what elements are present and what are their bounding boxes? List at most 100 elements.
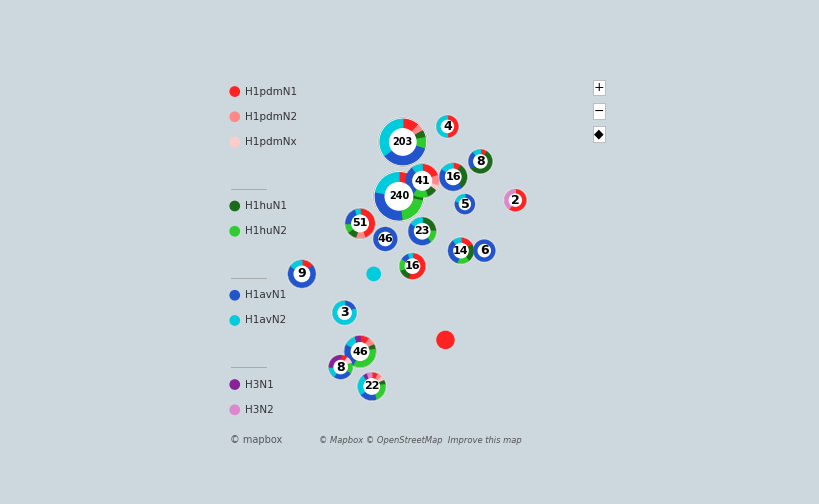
Wedge shape xyxy=(402,119,418,133)
Wedge shape xyxy=(453,238,460,245)
Wedge shape xyxy=(402,255,410,262)
Wedge shape xyxy=(375,192,401,220)
Wedge shape xyxy=(412,194,422,201)
Wedge shape xyxy=(408,254,424,279)
Wedge shape xyxy=(464,245,473,261)
Wedge shape xyxy=(375,173,398,194)
Wedge shape xyxy=(440,169,460,190)
Text: 22: 22 xyxy=(364,382,379,392)
Wedge shape xyxy=(360,209,373,237)
Circle shape xyxy=(344,208,375,239)
Wedge shape xyxy=(344,301,355,310)
Circle shape xyxy=(504,189,526,212)
Circle shape xyxy=(230,316,239,325)
Wedge shape xyxy=(373,228,396,250)
Wedge shape xyxy=(346,223,353,232)
Circle shape xyxy=(357,372,386,401)
Circle shape xyxy=(454,194,474,214)
Text: 3: 3 xyxy=(340,306,348,319)
Wedge shape xyxy=(412,188,427,197)
Circle shape xyxy=(468,149,492,174)
Wedge shape xyxy=(355,231,364,238)
Circle shape xyxy=(230,112,239,121)
Wedge shape xyxy=(411,218,422,227)
Circle shape xyxy=(287,260,316,288)
Text: H1pdmN2: H1pdmN2 xyxy=(245,112,297,122)
Wedge shape xyxy=(346,210,357,223)
Circle shape xyxy=(405,163,439,198)
Wedge shape xyxy=(367,373,371,379)
Wedge shape xyxy=(480,150,486,156)
Wedge shape xyxy=(360,391,375,400)
Wedge shape xyxy=(437,116,447,137)
Text: H1avN1: H1avN1 xyxy=(245,290,286,300)
Wedge shape xyxy=(364,374,369,380)
Wedge shape xyxy=(301,261,312,270)
Text: 16: 16 xyxy=(405,261,420,271)
Wedge shape xyxy=(411,186,422,195)
Wedge shape xyxy=(344,358,351,365)
Wedge shape xyxy=(468,152,476,168)
Circle shape xyxy=(473,239,495,262)
Wedge shape xyxy=(375,375,381,381)
Wedge shape xyxy=(409,223,429,244)
Wedge shape xyxy=(384,146,424,165)
Text: 14: 14 xyxy=(453,245,468,256)
Circle shape xyxy=(412,171,431,190)
Text: 240: 240 xyxy=(388,192,409,201)
Text: ◆: ◆ xyxy=(593,128,603,141)
Wedge shape xyxy=(368,345,374,350)
Wedge shape xyxy=(400,259,406,270)
Wedge shape xyxy=(333,371,350,379)
Text: H3N1: H3N1 xyxy=(245,380,274,390)
Circle shape xyxy=(373,227,397,251)
Text: H1pdmNx: H1pdmNx xyxy=(245,137,296,147)
Circle shape xyxy=(337,306,351,320)
Wedge shape xyxy=(379,119,402,155)
Circle shape xyxy=(459,199,470,210)
Wedge shape xyxy=(473,150,480,156)
Wedge shape xyxy=(505,190,514,209)
Text: 6: 6 xyxy=(479,244,488,257)
Wedge shape xyxy=(377,377,383,383)
Circle shape xyxy=(509,194,521,206)
Wedge shape xyxy=(455,195,464,203)
Text: −: − xyxy=(593,104,604,117)
FancyBboxPatch shape xyxy=(592,127,604,142)
Text: H1huN1: H1huN1 xyxy=(245,201,287,211)
Circle shape xyxy=(437,331,454,348)
Circle shape xyxy=(351,215,368,232)
Wedge shape xyxy=(378,381,384,386)
Wedge shape xyxy=(398,173,412,185)
Wedge shape xyxy=(460,238,472,247)
Wedge shape xyxy=(431,176,437,186)
Circle shape xyxy=(364,379,379,394)
Text: © mapbox: © mapbox xyxy=(230,434,282,445)
Wedge shape xyxy=(348,228,357,237)
Wedge shape xyxy=(473,240,494,261)
Wedge shape xyxy=(453,164,460,171)
Wedge shape xyxy=(371,373,378,380)
Circle shape xyxy=(473,155,486,168)
Text: 9: 9 xyxy=(297,268,305,280)
Circle shape xyxy=(230,380,239,389)
Wedge shape xyxy=(405,168,416,194)
Wedge shape xyxy=(414,138,425,149)
Wedge shape xyxy=(345,344,355,365)
Text: 51: 51 xyxy=(352,218,368,228)
Circle shape xyxy=(332,300,356,325)
Wedge shape xyxy=(447,116,457,137)
Circle shape xyxy=(378,117,427,166)
Wedge shape xyxy=(400,199,422,220)
Wedge shape xyxy=(364,339,373,348)
Text: 46: 46 xyxy=(352,347,368,356)
Wedge shape xyxy=(411,125,422,136)
Circle shape xyxy=(373,171,424,222)
Circle shape xyxy=(399,253,425,279)
Text: H1pdmN1: H1pdmN1 xyxy=(245,87,297,97)
Wedge shape xyxy=(471,152,491,173)
FancyBboxPatch shape xyxy=(592,103,604,119)
Text: H1avN2: H1avN2 xyxy=(245,316,286,326)
Wedge shape xyxy=(355,336,360,343)
Wedge shape xyxy=(346,363,351,374)
